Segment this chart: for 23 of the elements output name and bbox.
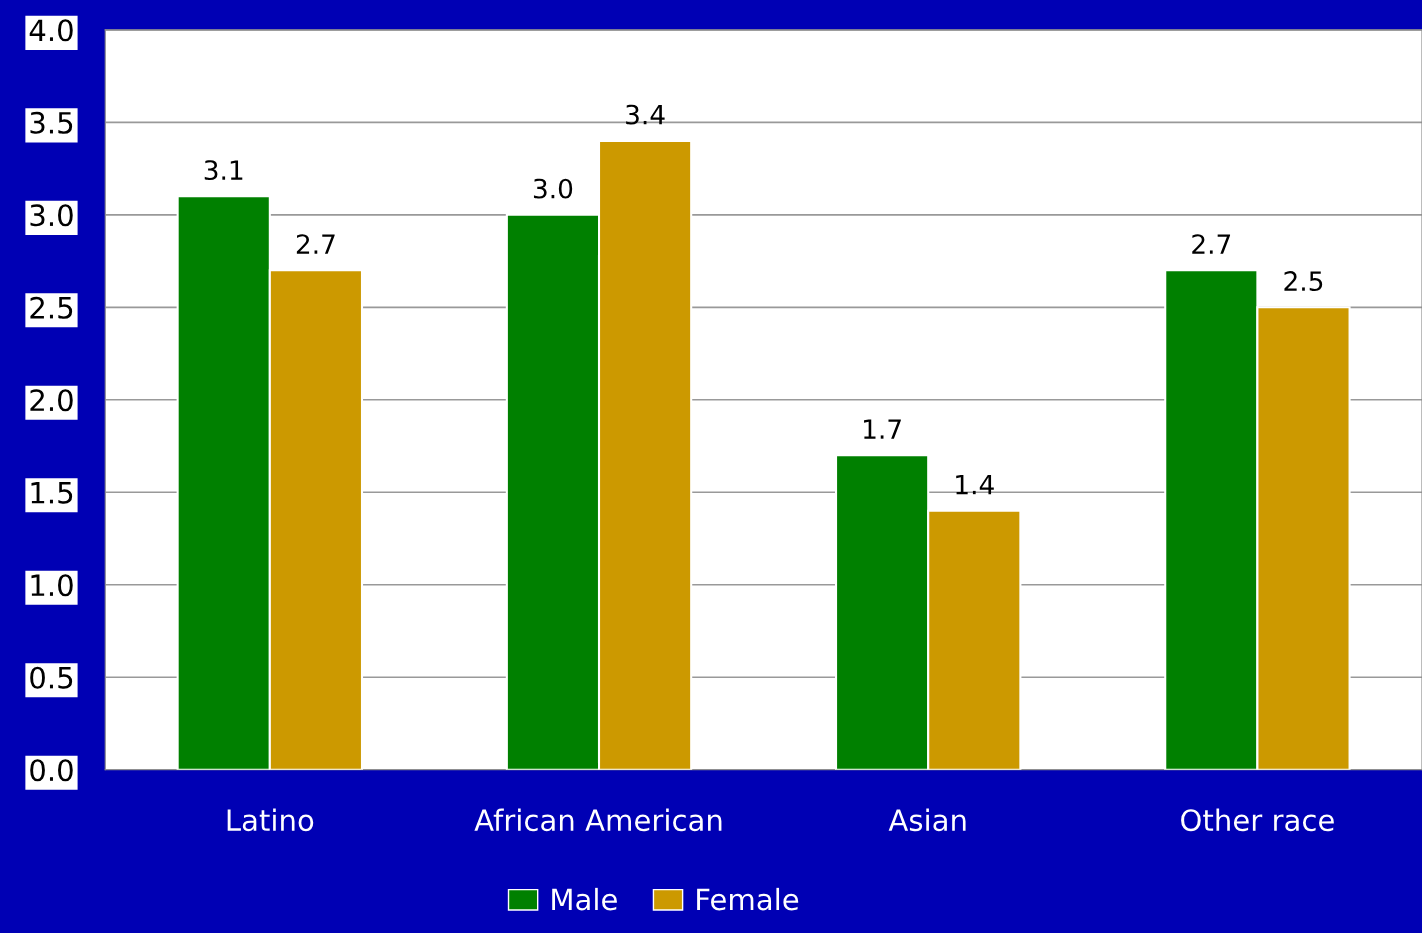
y-tick-label: 2.5 [30, 296, 73, 319]
data-label: 3.1 [204, 160, 243, 181]
data-label: 2.5 [1284, 271, 1323, 292]
data-label: 2.7 [1192, 234, 1231, 254]
x-tick-label: African American [474, 808, 722, 832]
legend-label: Female [697, 887, 799, 911]
data-label: 3.4 [626, 104, 665, 125]
data-label: 2.7 [296, 234, 335, 254]
y-tick-label: 3.0 [30, 204, 73, 227]
data-label: 3.0 [533, 178, 573, 199]
x-tick-label: Latino [227, 808, 314, 832]
y-tick-label: 1.0 [31, 574, 73, 597]
data-label: 1.7 [864, 419, 901, 439]
y-tick-label: 2.0 [30, 389, 73, 412]
y-tick-label: 4.0 [29, 19, 73, 42]
legend-label: Male [552, 887, 617, 911]
y-tick-label: 0.5 [30, 666, 73, 689]
x-tick-label: Other race [1181, 808, 1334, 832]
x-tick-label: Asian [888, 808, 966, 832]
y-tick-label: 3.5 [30, 111, 73, 134]
data-label: 1.4 [956, 474, 994, 495]
y-tick-label: 0.0 [30, 759, 73, 782]
y-tick-label: 1.5 [31, 482, 73, 504]
